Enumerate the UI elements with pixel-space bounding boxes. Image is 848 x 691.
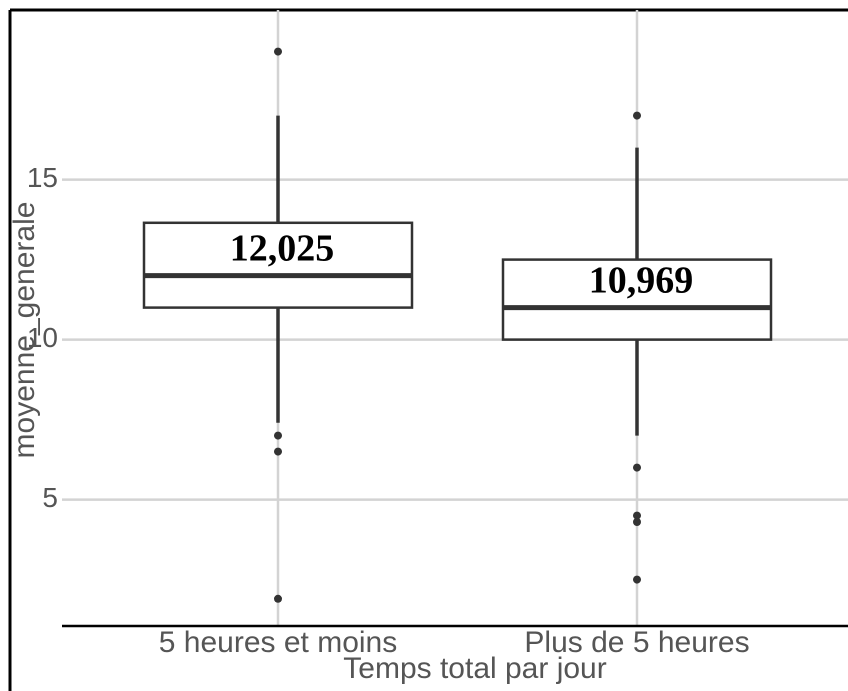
x-tick-label: Plus de 5 heures — [524, 626, 749, 659]
outlier — [274, 447, 282, 456]
outlier — [633, 463, 641, 472]
marks: 12,025 10,969 — [142, 47, 773, 603]
outlier — [633, 575, 641, 584]
y-tick-label: 5 — [42, 482, 58, 513]
box — [501, 258, 773, 341]
outlier — [274, 47, 282, 56]
x-axis-title: Temps total par jour — [343, 652, 606, 685]
outlier — [274, 431, 282, 440]
x-tick-label: 5 heures et moins — [159, 626, 397, 659]
outlier — [633, 111, 641, 120]
y-axis-title: moyenne_generale — [8, 202, 41, 459]
outlier — [274, 594, 282, 603]
y-tick-label: 10 — [27, 322, 58, 353]
mean-label: 12,025 — [230, 227, 335, 269]
outlier — [633, 511, 641, 520]
box — [142, 221, 414, 309]
mean-label: 10,969 — [589, 259, 694, 301]
y-tick-label: 15 — [27, 162, 58, 193]
outlier — [633, 518, 641, 526]
